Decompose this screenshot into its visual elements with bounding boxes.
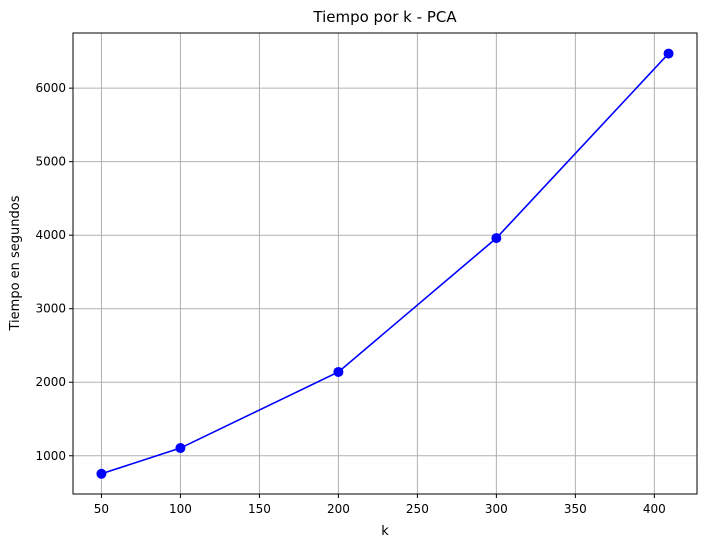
chart-title: Tiempo por k - PCA	[312, 8, 457, 26]
x-tick-label: 200	[327, 502, 350, 516]
data-point	[96, 468, 107, 479]
data-point	[663, 48, 674, 59]
y-tick-label: 6000	[35, 81, 66, 95]
x-tick-label: 50	[94, 502, 109, 516]
x-tick-label: 100	[169, 502, 192, 516]
x-tick-label: 400	[643, 502, 666, 516]
x-axis-label: k	[381, 524, 389, 539]
x-tick-label: 150	[248, 502, 271, 516]
x-tick-label: 300	[485, 502, 508, 516]
y-tick-label: 5000	[35, 155, 66, 169]
series-line	[101, 53, 670, 475]
x-tick-label: 250	[406, 502, 429, 516]
data-point	[491, 233, 502, 244]
y-tick-label: 4000	[35, 228, 66, 242]
grid	[73, 33, 697, 494]
plot-frame	[72, 32, 698, 495]
data-point	[175, 443, 186, 454]
y-tick-label: 2000	[35, 375, 66, 389]
y-axis-label: Tiempo en segundos	[8, 195, 23, 331]
x-tick-label: 350	[564, 502, 587, 516]
ticks: 50 100 150 200 250 300 350 400 1000 2000 3000 4000 5…	[35, 81, 665, 516]
series-layer	[96, 48, 674, 479]
data-point	[333, 366, 344, 377]
y-tick-label: 1000	[35, 449, 66, 463]
y-tick-label: 3000	[35, 302, 66, 316]
